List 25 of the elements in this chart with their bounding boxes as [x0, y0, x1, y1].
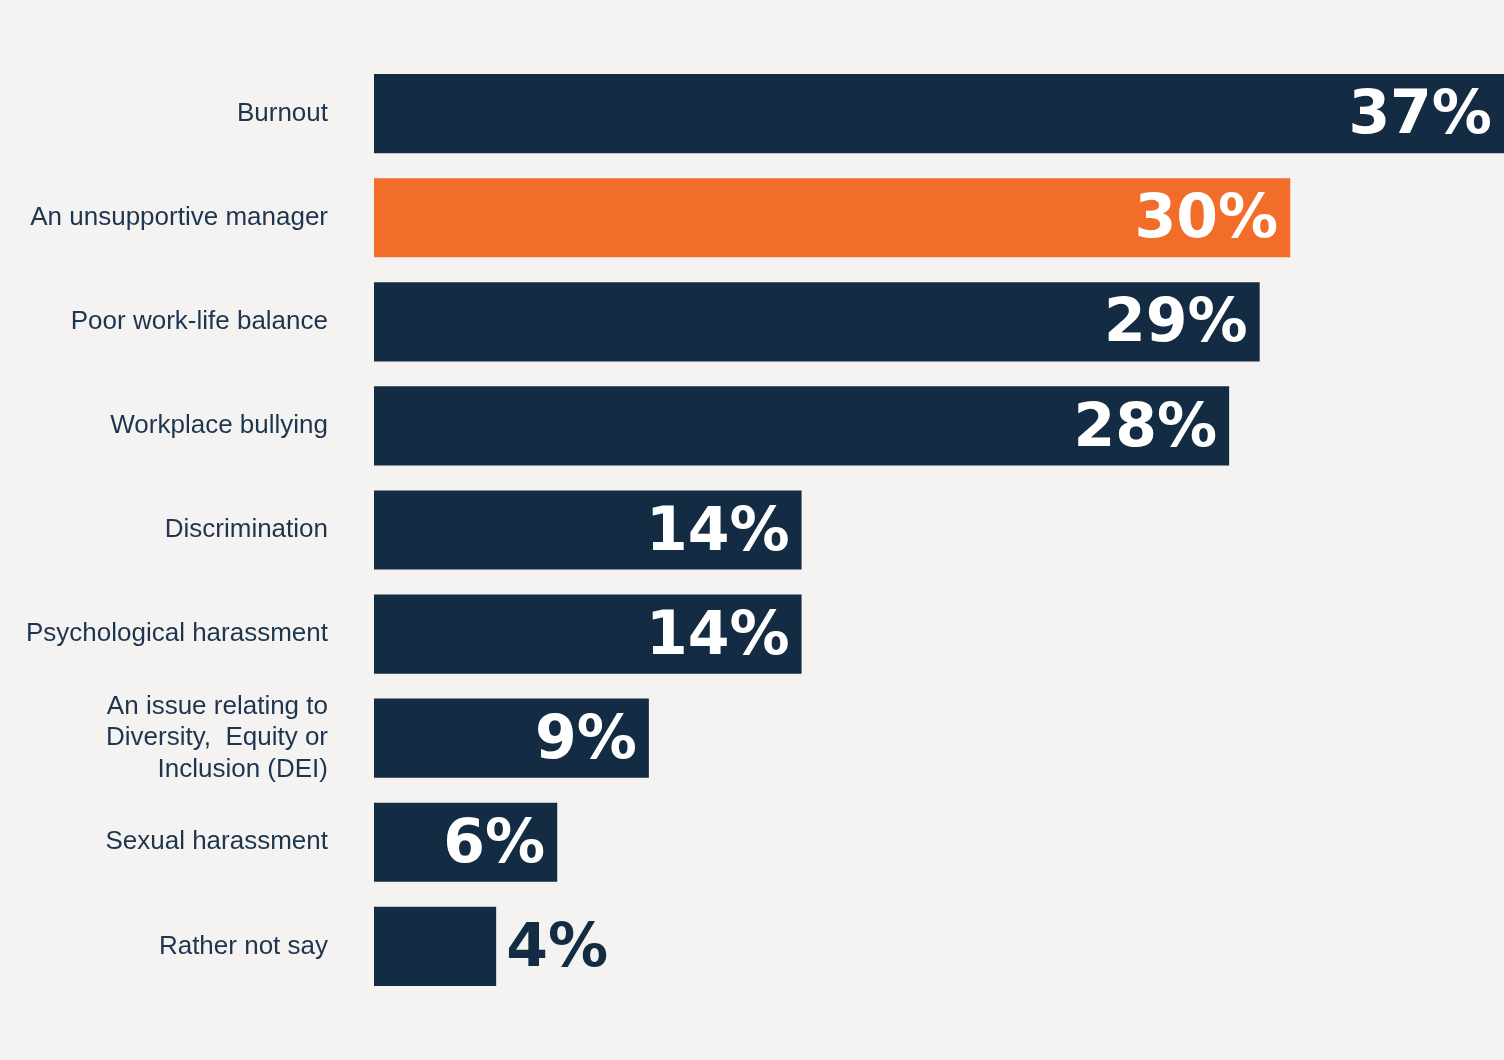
bar: [374, 386, 1230, 466]
bar: [374, 490, 802, 570]
data-label: 14%: [645, 597, 790, 668]
bar: [374, 282, 1260, 362]
data-label: 28%: [1073, 389, 1218, 460]
y-tick-label: Poor work-life balance: [70, 304, 328, 335]
data-label: 4%: [506, 909, 609, 980]
y-tick-label: An issue relating to Diversity, Equity or Inclusion (DEI): [105, 690, 329, 783]
data-label: 29%: [1104, 285, 1248, 356]
bar: [374, 594, 802, 674]
y-tick-label: An unsupportive manager: [30, 200, 329, 231]
data-label: 6%: [443, 805, 546, 876]
bar: [374, 178, 1291, 258]
y-tick-label: Psychological harassment: [25, 617, 329, 648]
data-label: 14%: [645, 493, 790, 564]
data-label: 30%: [1134, 181, 1279, 252]
y-tick-label: Discrimination: [164, 513, 328, 544]
bar: [374, 906, 497, 986]
bar: [374, 74, 1504, 154]
y-tick-label: Workplace bullying: [110, 409, 328, 440]
data-label: 37%: [1348, 77, 1492, 148]
data-label: 9%: [534, 701, 637, 772]
y-tick-label: Sexual harassment: [105, 825, 329, 856]
y-tick-label: Rather not say: [158, 929, 328, 960]
y-tick-label: Burnout: [236, 96, 329, 127]
